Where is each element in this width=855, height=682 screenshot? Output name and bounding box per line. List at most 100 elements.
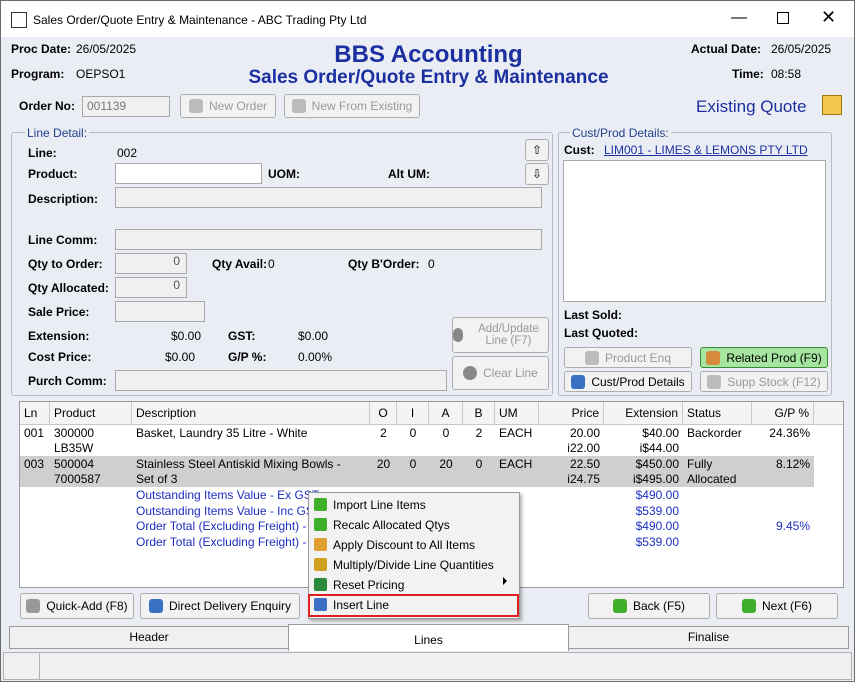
cell: Basket, Laundry 35 Litre - White [136,426,308,440]
quick-add-button[interactable]: Quick-Add (F8) [20,593,134,619]
column-header[interactable]: Description [132,402,370,424]
tab[interactable]: Header [9,626,289,649]
back-button[interactable]: Back (F5) [588,593,710,619]
label: Program: [11,67,65,81]
cell: 2 [380,426,387,440]
menu-icon [314,518,327,531]
label: Proc Date: [11,42,72,56]
button-label: Clear Line [483,366,538,380]
cell: 2 [475,426,483,440]
menu-item[interactable]: Multiply/Divide Line Quantities [333,558,494,572]
tab[interactable]: Finalise [568,626,849,649]
value: 26/05/2025 [76,42,137,56]
total-value: $490.00 [635,488,679,502]
add-update-button[interactable]: Add/Update Line (F7) [452,317,549,353]
column-header[interactable]: G/P % [752,402,814,424]
column-header[interactable]: Extension [604,402,683,424]
column-header[interactable]: Ln [20,402,50,424]
cust-link[interactable]: LIM001 - LIMES & LEMONS PTY LTD [604,143,808,157]
line-detail-group [11,132,553,396]
cell: EACH [499,426,533,440]
qty-allocated-field[interactable]: 0 [115,277,187,298]
product-enq-button[interactable]: Product Enq [564,347,692,368]
status: Existing Quote [696,97,807,116]
column-header[interactable]: I [397,402,429,424]
column-header[interactable]: O [370,402,397,424]
label: Cost Price: [28,350,92,364]
column-header[interactable]: UM [495,402,539,424]
sale-price-field[interactable] [115,301,205,322]
column-header[interactable]: A [429,402,463,424]
label: Qty B'Order: [348,257,420,271]
label: G/P %: [228,350,267,364]
product-field[interactable] [115,163,262,184]
cell: EACH [499,457,533,471]
up-button[interactable]: ⇧ [525,139,549,161]
cell: 8.12% [775,457,810,471]
button-label: Next (F6) [761,599,812,613]
button-label: Direct Delivery Enquiry [168,599,292,613]
title-bar [1,1,854,37]
button-label: Supp Stock (F12) [727,374,821,389]
description-field[interactable] [115,187,542,208]
subtitle: Sales Order/Quote Entry & Maintenance [248,67,609,88]
label: Last Sold: [564,308,623,322]
cust-prod-details-button[interactable]: Cust/Prod Details [564,371,692,392]
menu-item[interactable]: Recalc Allocated Qtys [333,518,450,532]
column-header[interactable]: Product [50,402,132,424]
next-button[interactable]: Next (F6) [716,593,838,619]
column-header[interactable]: Status [683,402,752,424]
menu-item[interactable]: Insert Line [333,598,390,612]
label: Qty to Order: [28,257,103,271]
order-no-field[interactable]: 001139 [82,96,170,117]
cust-prod-group [558,132,832,396]
supp-stock-button[interactable]: Supp Stock (F12) [700,371,828,392]
total-value: $539.00 [635,534,679,549]
cell: 0 [409,426,417,440]
button-label: Quick-Add (F8) [46,599,128,613]
close-button[interactable]: ✕ [821,7,837,27]
cell: $450.00 i$495.00 [632,457,679,486]
folder-icon[interactable] [822,95,842,115]
menu-item[interactable]: Apply Discount to All Items [333,538,476,552]
submenu-arrow [503,577,507,585]
menu-icon [314,498,327,511]
direct-delivery-button[interactable]: Direct Delivery Enquiry [140,593,300,619]
purch-comm-field[interactable] [115,370,447,391]
maximize-button[interactable] [777,12,789,24]
menu-item[interactable]: Import Line Items [333,498,426,512]
menu-item[interactable]: Reset Pricing [333,578,405,592]
value: 08:58 [771,67,802,81]
tab-active[interactable]: Lines [288,624,569,651]
value: $0.00 [170,329,201,343]
button-label: Product Enq [604,350,672,365]
new-order-button[interactable]: New Order [180,94,276,118]
column-header[interactable]: B [463,402,495,424]
down-button[interactable]: ⇩ [525,163,549,185]
label: Line Comm: [28,233,98,247]
related-prod-button[interactable]: Related Prod (F9) [700,347,828,368]
line-comm-field[interactable] [115,229,542,250]
total-value: $490.00 [635,519,679,533]
button-label: Cust/Prod Details [591,374,685,389]
context-menu: Import Line Items Recalc Allocated Qtys Ap… [308,492,520,619]
lines-table: Ln Product Description O I A B UM Price Extension… [19,401,844,588]
minimize-button[interactable]: — [731,9,747,26]
cell: 24.36% [769,426,810,440]
label: Alt UM: [388,167,430,181]
new-from-existing-button[interactable]: New From Existing [284,94,420,118]
qty-to-order-field[interactable]: 0 [115,253,187,274]
value: 0.00% [298,350,333,364]
app-title: BBS Accounting [334,41,523,68]
value: 0 [268,257,275,271]
button-label: New From Existing [311,99,413,113]
column-header[interactable]: Price [539,402,604,424]
cell: $40.00 i$44.00 [639,426,679,455]
label: UOM: [268,167,300,181]
button-label: Add/Update Line (F7) [478,323,539,347]
total-label: Outstanding Items Value - Ex GST [136,488,320,502]
clear-line-button[interactable]: Clear Line [452,356,549,390]
window-title: Sales Order/Quote Entry & Maintenance - … [33,13,367,27]
label: GST: [228,329,256,343]
cell: 20 [439,457,453,471]
